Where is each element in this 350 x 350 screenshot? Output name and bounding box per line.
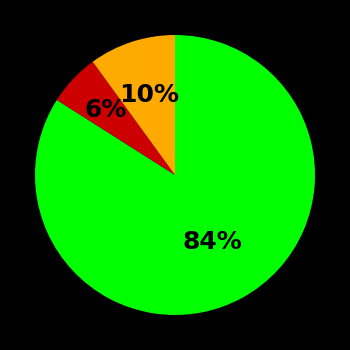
Wedge shape [35, 35, 315, 315]
Text: 6%: 6% [84, 98, 127, 122]
Wedge shape [93, 35, 175, 175]
Text: 84%: 84% [182, 231, 242, 254]
Text: 10%: 10% [119, 83, 179, 107]
Wedge shape [57, 62, 175, 175]
